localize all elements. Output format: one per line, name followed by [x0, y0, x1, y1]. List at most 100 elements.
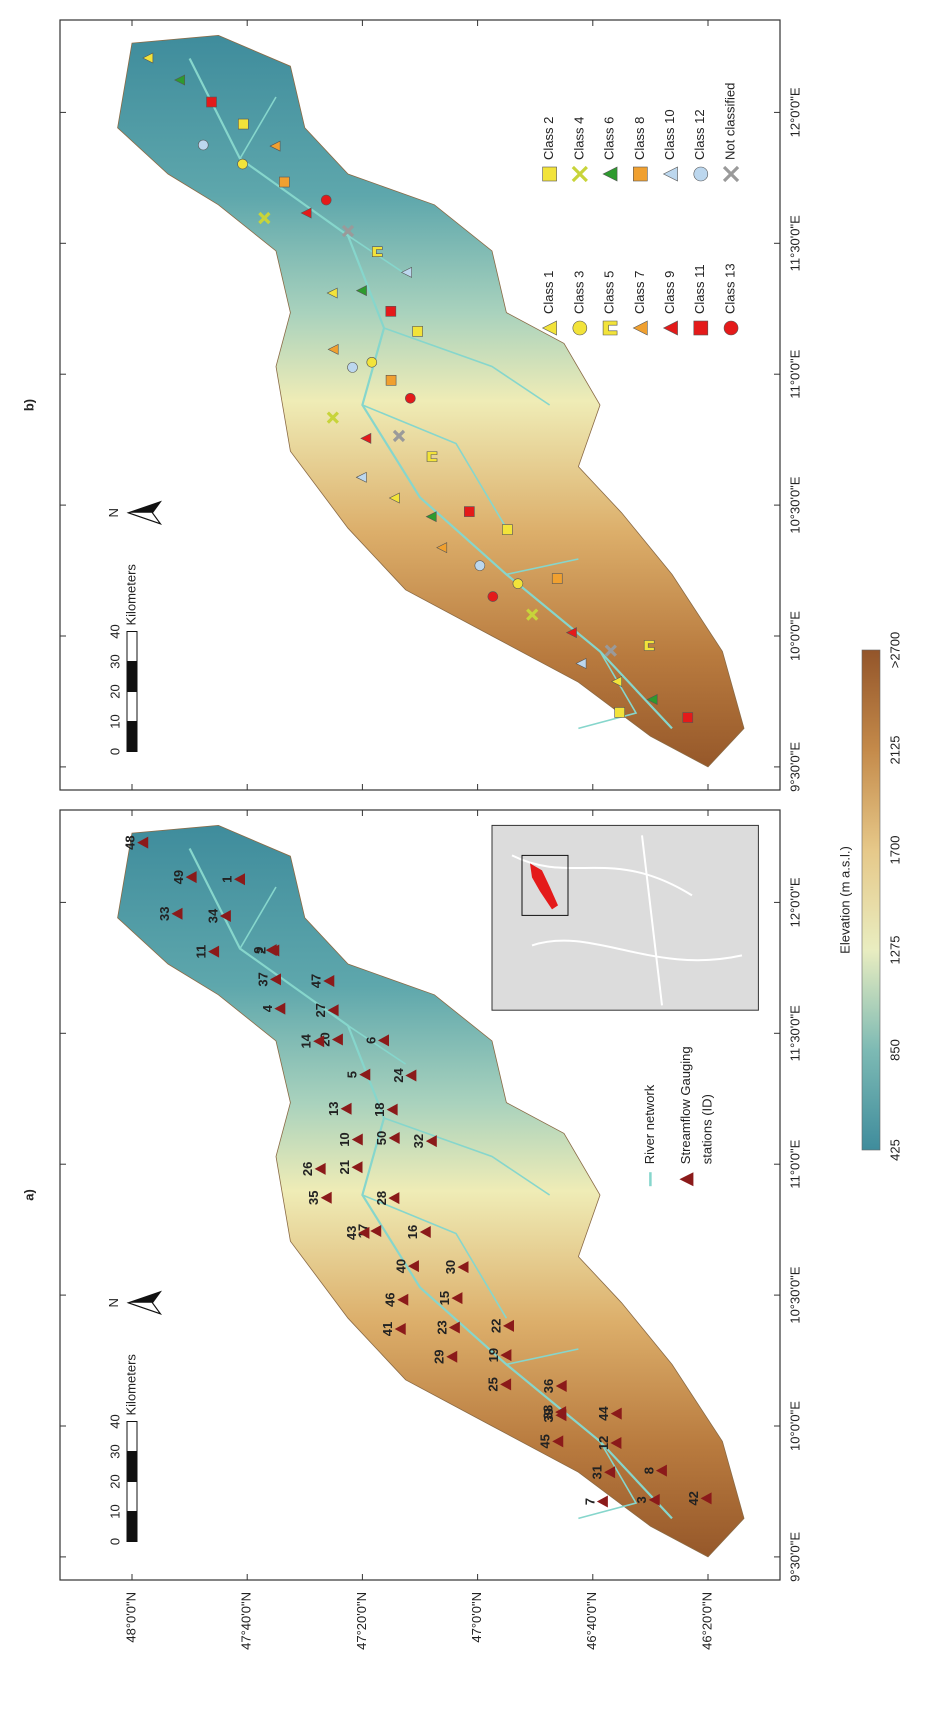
station-symbol [198, 140, 208, 150]
colorbar-label: 2125 [887, 736, 902, 765]
scale-segment [127, 1422, 137, 1452]
station-id: 49 [171, 870, 186, 884]
legend-label: Class 12 [692, 109, 707, 160]
station-id: 34 [205, 908, 220, 923]
scale-label: 0 [107, 1538, 122, 1545]
legend-symbol [694, 167, 708, 181]
colorbar-label: 1700 [887, 836, 902, 865]
legend-label: Class 6 [602, 117, 617, 160]
station-id: 8 [641, 1467, 656, 1474]
station-symbol [502, 525, 512, 535]
station-id: 37 [255, 972, 270, 986]
station-id: 7 [582, 1498, 597, 1505]
colorbar-label: >2700 [887, 632, 902, 669]
station-symbol [238, 119, 248, 129]
legend-label: Class 10 [662, 109, 677, 160]
station-symbol [552, 574, 562, 584]
legend-label: Class 5 [602, 271, 617, 314]
station-id: 1 [219, 876, 234, 883]
station-symbol [207, 97, 217, 107]
legend-symbol [724, 321, 738, 335]
station-symbol [413, 326, 423, 336]
station-id: 41 [380, 1322, 395, 1336]
station-id: 35 [306, 1191, 321, 1205]
station-id: 45 [538, 1434, 553, 1448]
station-id: 24 [391, 1068, 406, 1083]
colorbar-label: 425 [887, 1139, 902, 1161]
colorbar-label: 850 [887, 1039, 902, 1061]
scale-label: 20 [107, 1474, 122, 1488]
lon-label: 10°30'0"E [787, 476, 802, 533]
station-id: 32 [411, 1134, 426, 1148]
station-id: 11 [194, 945, 209, 959]
lon-label: 11°30'0"E [787, 215, 802, 271]
station-id: 33 [157, 907, 172, 921]
figure: b) 9°30'0"E 10°0'0"E 10°30'0"E 11°0'0"E 11°30… [0, 0, 940, 1715]
station-id: 5 [345, 1071, 360, 1078]
station-symbol [475, 561, 485, 571]
colorbar [862, 650, 880, 1150]
legend-symbol [633, 167, 647, 181]
colorbar-label: 1275 [887, 936, 902, 965]
legend-label: Class 3 [571, 271, 586, 314]
lon-label: 11°0'0"E [787, 349, 802, 398]
station-symbol [367, 357, 377, 367]
station-id: 14 [299, 1033, 314, 1048]
station-id: 23 [434, 1320, 449, 1334]
panel-label: a) [21, 1189, 36, 1201]
lat-label: 46°40'0"N [584, 1592, 599, 1650]
station-symbol [488, 592, 498, 602]
station-id: 27 [313, 1003, 328, 1017]
lon-label: 12°0'0"E [787, 87, 802, 137]
scale-label: 10 [107, 714, 122, 728]
scale-segment [127, 1512, 137, 1542]
legend-label: Class 1 [541, 271, 556, 314]
lon-label: 11°30'0"E [787, 1005, 802, 1061]
station-id: 43 [344, 1226, 359, 1240]
scale-label: 40 [107, 624, 122, 638]
station-id: 31 [590, 1465, 605, 1479]
station-id: 44 [596, 1406, 611, 1421]
lat-label: 48°0'0"N [123, 1592, 138, 1643]
scale-label: 30 [107, 654, 122, 668]
panel-label: b) [21, 399, 36, 411]
station-id: 40 [393, 1259, 408, 1273]
station-symbol [238, 159, 248, 169]
scale-unit: Kilometers [123, 564, 138, 626]
legend-label: Class 11 [692, 264, 707, 314]
locator-inset [492, 825, 758, 1010]
north-label: N [106, 508, 121, 517]
scale-segment [127, 1452, 137, 1482]
legend-label: Class 2 [541, 117, 556, 160]
lon-label: 11°0'0"E [787, 1139, 802, 1188]
legend-label: Class 8 [632, 117, 647, 160]
lat-label: 46°20'0"N [699, 1592, 714, 1650]
lon-label: 10°30'0"E [787, 1266, 802, 1323]
lon-label: 10°0'0"E [787, 1401, 802, 1451]
station-id: 16 [405, 1225, 420, 1239]
station-symbol [279, 177, 289, 187]
lon-label: 9°30'0"E [787, 1532, 802, 1582]
station-id: 18 [372, 1102, 387, 1116]
station-id: 25 [486, 1377, 501, 1391]
station-id: 6 [363, 1037, 378, 1044]
station-symbol [348, 362, 358, 372]
station-id: 12 [596, 1436, 611, 1450]
station-id: 50 [374, 1131, 389, 1145]
scale-label: 10 [107, 1504, 122, 1518]
lat-label: 47°0'0"N [469, 1592, 484, 1643]
station-id: 48 [123, 835, 138, 849]
station-symbol [513, 579, 523, 589]
station-symbol [321, 195, 331, 205]
colorbar-title: Elevation (m a.s.l.) [837, 846, 852, 954]
scale-segment [127, 632, 137, 662]
station-id: 19 [486, 1348, 501, 1362]
station-id: 46 [383, 1292, 398, 1306]
legend-symbol [694, 321, 708, 335]
station-id: 21 [337, 1160, 352, 1174]
station-id: 9 [251, 947, 266, 954]
north-label: N [106, 1298, 121, 1307]
station-id: 38 [541, 1405, 556, 1419]
lon-label: 9°30'0"E [787, 742, 802, 792]
station-id: 22 [488, 1319, 503, 1333]
